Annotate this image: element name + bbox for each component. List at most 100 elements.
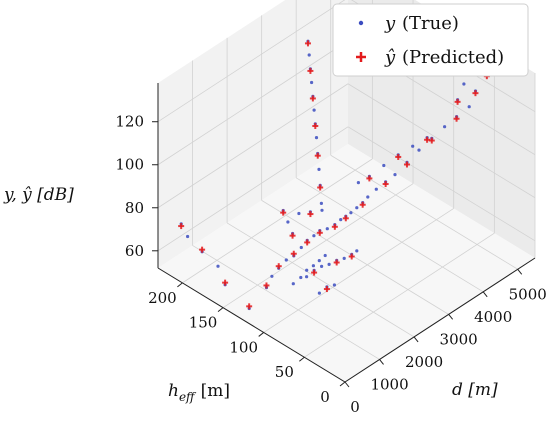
y-axis-label-sub: eff	[179, 390, 197, 404]
point-predicted	[316, 229, 323, 236]
point-true	[355, 206, 359, 210]
floor-pane	[158, 144, 535, 382]
point-predicted	[403, 161, 410, 168]
point-predicted	[304, 40, 311, 47]
legend-marker-predicted	[356, 52, 366, 62]
grid-z-side	[347, 83, 536, 199]
point-predicted	[317, 184, 324, 191]
grid-y-floor	[222, 183, 414, 308]
y-tick-mark	[258, 332, 265, 337]
point-true	[186, 234, 190, 239]
z-tick-label: 80	[125, 199, 144, 217]
x-tick-mark	[413, 336, 419, 343]
point-predicted	[289, 232, 296, 239]
grid-z-back	[157, 126, 349, 252]
point-predicted	[312, 122, 319, 129]
point-true	[305, 275, 309, 279]
point-true	[327, 262, 331, 266]
point-predicted	[331, 223, 338, 230]
point-predicted	[280, 209, 287, 216]
back-pane	[158, 0, 348, 268]
point-true	[342, 256, 346, 260]
grid-y-floor	[263, 208, 454, 333]
z-axis-label: y, ŷ [dB]	[3, 185, 74, 205]
y-axis-label-main: h	[168, 381, 179, 401]
z-tick-label: 120	[115, 113, 144, 131]
point-predicted	[333, 259, 340, 266]
z-tick-label: 60	[125, 242, 144, 260]
point-true	[323, 253, 327, 258]
grid-x-floor	[226, 222, 415, 338]
point-predicted	[424, 136, 431, 143]
point-true	[314, 136, 319, 140]
point-true	[349, 211, 353, 215]
x-tick-mark	[448, 314, 454, 320]
legend-marker-true	[358, 20, 364, 26]
point-true	[312, 108, 316, 112]
point-true	[320, 264, 324, 268]
grid-z-side	[347, 126, 536, 242]
point-true	[310, 80, 314, 85]
point-predicted	[472, 90, 479, 97]
legend-symbol-predicted: ŷ	[384, 47, 396, 68]
point-true	[411, 144, 415, 148]
y-tick-mark	[217, 307, 224, 313]
grid-x-floor	[261, 200, 449, 315]
y-tick-label: 50	[275, 363, 294, 381]
y-tick-label: 100	[229, 338, 258, 356]
point-true	[311, 264, 315, 268]
grid-y-floor	[182, 158, 373, 284]
point-predicted	[314, 152, 321, 159]
point-predicted	[323, 286, 330, 293]
point-true	[462, 82, 466, 86]
point-predicted	[263, 282, 270, 289]
grid-x-floor	[330, 154, 518, 270]
y-tick-label: 0	[320, 388, 330, 406]
point-true	[317, 259, 321, 263]
point-predicted	[311, 269, 318, 276]
point-true	[317, 291, 321, 295]
y-axis-line	[157, 267, 346, 383]
point-true	[284, 258, 288, 262]
point-predicted	[307, 211, 314, 218]
grid-z-back	[157, 0, 346, 123]
grid-z-back	[157, 40, 349, 166]
y-tick-label: 150	[189, 314, 218, 332]
y-tick-label: 200	[148, 289, 177, 307]
y-tick-mark	[299, 356, 305, 362]
point-true	[467, 105, 471, 109]
point-true	[417, 148, 421, 152]
point-predicted	[395, 153, 402, 160]
y-tick-mark	[339, 381, 346, 387]
point-predicted	[304, 239, 311, 246]
point-predicted	[309, 95, 316, 102]
point-true	[319, 201, 323, 205]
point-true	[286, 220, 290, 224]
point-true	[216, 264, 220, 268]
legend-box	[332, 3, 529, 77]
point-true	[297, 211, 301, 216]
point-true	[332, 283, 336, 287]
point-predicted	[359, 201, 366, 208]
point-true	[355, 249, 359, 253]
y-axis-label: heff [m]	[168, 381, 230, 404]
point-true	[339, 218, 343, 222]
axis-lines	[157, 83, 536, 383]
point-predicted	[290, 250, 297, 257]
x-tick-label: 4000	[474, 308, 512, 326]
z-tick-label: 100	[115, 156, 144, 174]
point-true	[382, 163, 386, 168]
point-true	[270, 274, 274, 278]
y-axis-label-unit: [m]	[201, 381, 230, 401]
point-true	[443, 125, 447, 129]
x-tick-label: 1000	[370, 375, 408, 393]
legend-text-predicted: (Predicted)	[402, 47, 504, 68]
x-axis-line	[344, 257, 536, 383]
tick-labels: 0 1000 2000 3000 4000 5000 0 50 100 150 200 60 80 100…	[115, 113, 546, 416]
x-tick-label: 5000	[509, 285, 547, 303]
grid-y-floor	[304, 232, 495, 358]
point-true	[307, 53, 311, 57]
point-predicted	[342, 215, 349, 222]
legend-symbol-true: y	[384, 13, 396, 34]
